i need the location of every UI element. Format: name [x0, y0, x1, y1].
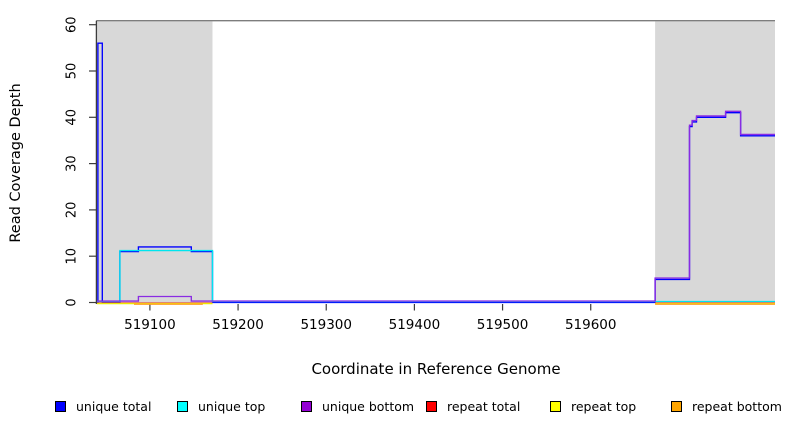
legend-swatch-unique-top: [177, 400, 188, 412]
repeat-region-shade: [655, 21, 775, 305]
y-tick-label: 40: [65, 109, 80, 126]
coverage-chart: 0 10 20 30 40 50 60 519100 519200 519300 519400 519…: [65, 16, 775, 333]
legend-swatch-unique-bottom: [301, 400, 312, 412]
series-line-unique-bottom: [97, 110, 775, 302]
y-tick-label: 30: [65, 155, 80, 172]
x-tick-label: 519200: [212, 317, 264, 333]
legend-swatch-repeat-total: [426, 400, 437, 412]
legend-item-unique-total: unique total: [55, 396, 151, 416]
y-axis-label: Read Coverage Depth: [8, 83, 24, 243]
legend-label-unique-bottom: unique bottom: [322, 398, 415, 414]
x-tick-label: 519100: [124, 317, 176, 333]
x-axis-label: Coordinate in Reference Genome: [311, 360, 561, 378]
legend-label-unique-top: unique top: [198, 398, 266, 414]
legend-swatch-repeat-top: [550, 400, 561, 412]
x-tick-label: 519400: [389, 317, 441, 333]
chart-legend: unique total unique top unique bottom repea…: [0, 396, 792, 420]
legend-label-repeat-bottom: repeat bottom: [692, 398, 782, 414]
y-tick-label: 20: [65, 202, 80, 219]
legend-item-unique-top: unique top: [177, 396, 265, 416]
legend-label-unique-total: unique total: [76, 398, 152, 414]
x-tick-label: 519600: [565, 317, 617, 333]
legend-item-repeat-top: repeat top: [550, 396, 636, 416]
legend-swatch-unique-total: [55, 400, 66, 412]
y-tick-label: 10: [65, 248, 80, 265]
y-tick-label: 50: [65, 63, 80, 80]
x-tick-label: 519500: [477, 317, 529, 333]
legend-item-unique-bottom: unique bottom: [301, 396, 414, 416]
x-tick-label: 519300: [300, 317, 352, 333]
legend-item-repeat-total: repeat total: [426, 396, 520, 416]
y-tick-label: 60: [65, 16, 80, 33]
legend-swatch-repeat-bottom: [671, 400, 682, 412]
y-tick-label: 0: [65, 298, 80, 306]
legend-item-repeat-bottom: repeat bottom: [671, 396, 782, 416]
legend-label-repeat-top: repeat top: [571, 398, 637, 414]
repeat-region-shade: [97, 21, 213, 305]
legend-label-repeat-total: repeat total: [447, 398, 521, 414]
